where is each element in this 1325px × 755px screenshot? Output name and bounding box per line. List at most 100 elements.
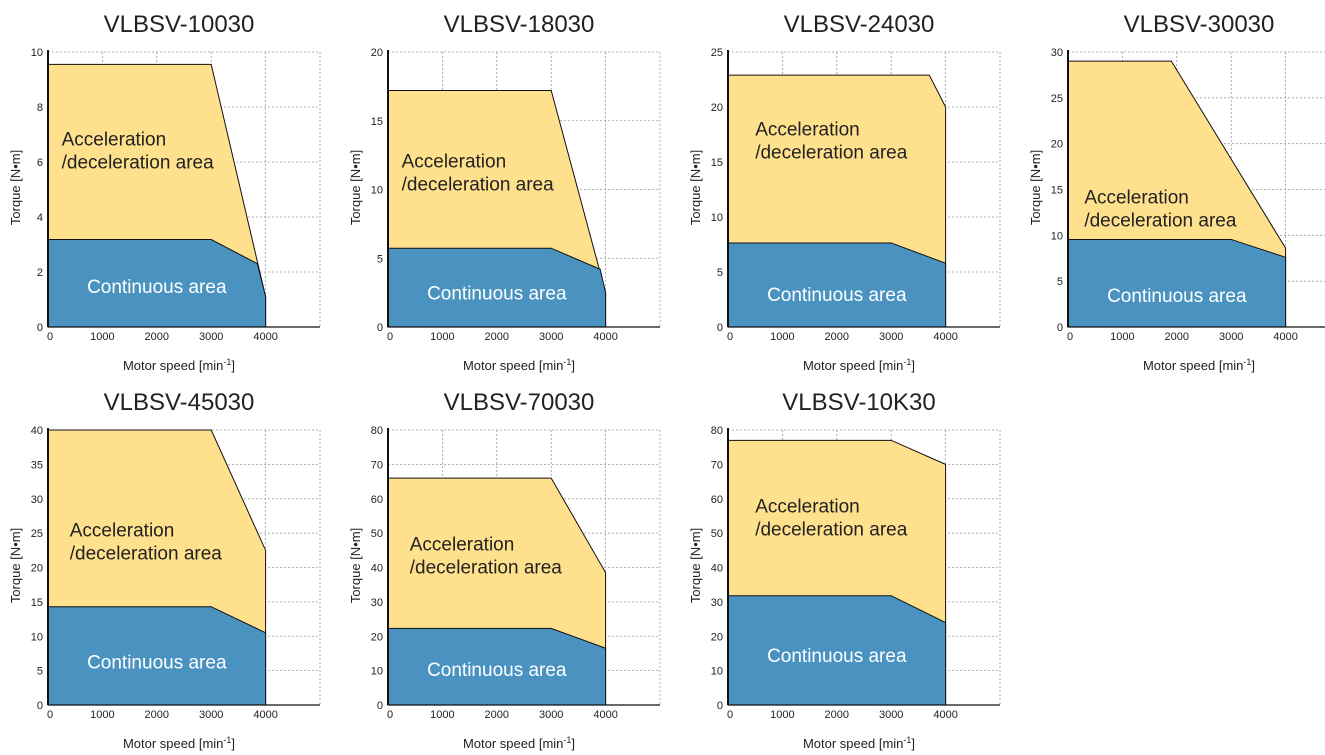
y-tick-label: 5 <box>37 666 43 678</box>
continuous-area-label: Continuous area <box>767 285 907 306</box>
continuous-area-label: Continuous area <box>1107 286 1247 307</box>
y-tick-label: 20 <box>31 563 43 575</box>
y-tick-label: 40 <box>711 563 723 575</box>
x-tick-label: 1000 <box>1110 331 1134 343</box>
y-tick-label: 15 <box>711 157 723 169</box>
x-tick-label: 2000 <box>145 331 169 343</box>
y-tick-label: 4 <box>37 212 43 224</box>
x-tick-label: 3000 <box>539 709 563 721</box>
x-tick-label: 1000 <box>430 709 454 721</box>
y-tick-label: 20 <box>371 631 383 643</box>
x-tick-label: 0 <box>727 331 733 343</box>
y-tick-label: 70 <box>371 459 383 471</box>
x-tick-label: 2000 <box>825 709 849 721</box>
y-tick-label: 35 <box>31 459 43 471</box>
y-tick-label: 2 <box>37 267 43 279</box>
acceleration-area-label: Acceleration/deceleration area <box>70 521 223 565</box>
x-tick-label: 1000 <box>430 331 454 343</box>
continuous-area-label: Continuous area <box>767 646 907 667</box>
y-tick-label: 10 <box>711 666 723 678</box>
x-tick-label: 3000 <box>879 709 903 721</box>
y-tick-label: 10 <box>711 212 723 224</box>
chart-title: VLBSV-70030 <box>444 389 595 416</box>
continuous-area-label: Continuous area <box>87 653 227 674</box>
y-tick-label: 50 <box>711 528 723 540</box>
y-axis-label: Torque [N•m] <box>348 150 363 225</box>
y-tick-label: 10 <box>1051 230 1063 242</box>
x-tick-label: 1000 <box>90 331 114 343</box>
y-tick-label: 8 <box>37 102 43 114</box>
x-tick-label: 0 <box>47 709 53 721</box>
chart-svg: VLBSV-45030 0 1000 2000 3000 4000 0 5 10 15 20 25 30… <box>8 389 321 751</box>
y-tick-label: 60 <box>371 494 383 506</box>
chart-svg: VLBSV-30030 0 1000 2000 3000 4000 0 5 10 15 20 25 30… <box>1028 11 1325 373</box>
acceleration-area-label: Acceleration/deceleration area <box>755 120 908 164</box>
y-axis-label: Torque [N•m] <box>8 528 23 603</box>
y-tick-label: 0 <box>37 700 43 712</box>
y-tick-label: 6 <box>37 157 43 169</box>
y-tick-label: 30 <box>711 597 723 609</box>
y-tick-label: 50 <box>371 528 383 540</box>
y-tick-label: 70 <box>711 459 723 471</box>
x-tick-label: 4000 <box>933 331 957 343</box>
y-axis-label: Torque [N•m] <box>688 528 703 603</box>
continuous-area-label: Continuous area <box>427 284 567 305</box>
y-tick-label: 0 <box>37 322 43 334</box>
x-tick-label: 2000 <box>485 709 509 721</box>
x-tick-label: 0 <box>727 709 733 721</box>
continuous-area-label: Continuous area <box>87 277 227 298</box>
torque-chart-5: VLBSV-70030 0 1000 2000 3000 4000 0 10 20 30 40 50 6… <box>340 378 670 753</box>
x-tick-label: 2000 <box>1165 331 1189 343</box>
x-axis-label: Motor speed [min-1] <box>123 735 235 751</box>
acceleration-area-label: Acceleration/deceleration area <box>410 534 563 578</box>
y-tick-label: 10 <box>31 631 43 643</box>
y-tick-label: 10 <box>371 666 383 678</box>
x-tick-label: 2000 <box>485 331 509 343</box>
x-tick-label: 4000 <box>593 331 617 343</box>
x-tick-label: 3000 <box>539 331 563 343</box>
y-tick-label: 0 <box>1057 322 1063 334</box>
chart-svg: VLBSV-10030 0 1000 2000 3000 4000 0 2 4 6 8 10 Motor… <box>8 11 321 373</box>
y-tick-label: 0 <box>717 700 723 712</box>
y-tick-label: 0 <box>717 322 723 334</box>
x-tick-label: 4000 <box>593 709 617 721</box>
y-tick-label: 5 <box>717 267 723 279</box>
y-tick-label: 80 <box>711 425 723 437</box>
y-tick-label: 40 <box>371 563 383 575</box>
y-tick-label: 20 <box>711 631 723 643</box>
continuous-area <box>1067 238 1287 328</box>
acceleration-area-label: Acceleration/deceleration area <box>402 152 555 196</box>
y-tick-label: 15 <box>31 597 43 609</box>
y-tick-label: 5 <box>377 253 383 265</box>
acceleration-area-label: Acceleration/deceleration area <box>62 130 215 174</box>
torque-chart-2: VLBSV-24030 0 1000 2000 3000 4000 0 5 10 15 20 25 Mo… <box>680 0 1010 375</box>
chart-svg: VLBSV-24030 0 1000 2000 3000 4000 0 5 10 15 20 25 Mo… <box>688 11 1001 373</box>
y-tick-label: 10 <box>371 185 383 197</box>
x-tick-label: 0 <box>47 331 53 343</box>
x-tick-label: 3000 <box>199 709 223 721</box>
chart-title: VLBSV-10K30 <box>782 389 935 416</box>
x-tick-label: 0 <box>387 709 393 721</box>
y-tick-label: 15 <box>371 116 383 128</box>
y-tick-label: 40 <box>31 425 43 437</box>
y-tick-label: 20 <box>371 47 383 59</box>
y-tick-label: 30 <box>371 597 383 609</box>
y-axis-label: Torque [N•m] <box>348 528 363 603</box>
y-axis-label: Torque [N•m] <box>1028 150 1043 225</box>
x-tick-label: 1000 <box>90 709 114 721</box>
x-tick-label: 2000 <box>825 331 849 343</box>
x-axis-label: Motor speed [min-1] <box>463 735 575 751</box>
x-axis-label: Motor speed [min-1] <box>1143 357 1255 373</box>
x-tick-label: 0 <box>1067 331 1073 343</box>
y-tick-label: 5 <box>1057 276 1063 288</box>
x-tick-label: 3000 <box>879 331 903 343</box>
torque-chart-3: VLBSV-30030 0 1000 2000 3000 4000 0 5 10 15 20 25 30… <box>1020 0 1325 375</box>
y-axis-label: Torque [N•m] <box>688 150 703 225</box>
continuous-area-label: Continuous area <box>427 660 567 681</box>
chart-title: VLBSV-10030 <box>104 11 255 38</box>
x-axis-label: Motor speed [min-1] <box>463 357 575 373</box>
x-tick-label: 4000 <box>253 709 277 721</box>
x-tick-label: 3000 <box>1219 331 1243 343</box>
chart-svg: VLBSV-18030 0 1000 2000 3000 4000 0 5 10 15 20 Moto… <box>348 11 661 373</box>
y-tick-label: 10 <box>31 47 43 59</box>
